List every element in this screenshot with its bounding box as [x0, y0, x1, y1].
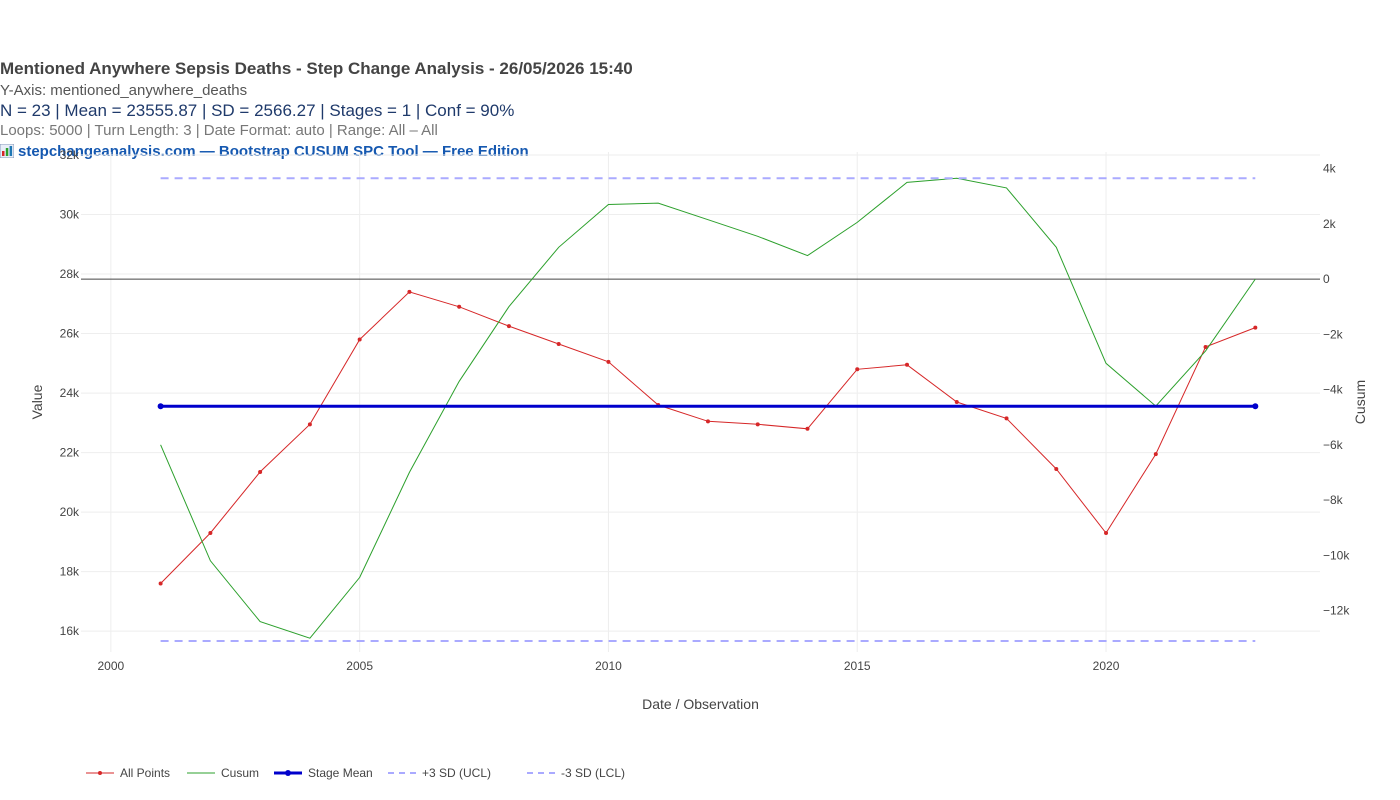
series-line-cusum: [160, 177, 1256, 639]
legend-item-stage-mean[interactable]: Stage Mean: [274, 766, 373, 780]
legend-label: Stage Mean: [308, 766, 373, 780]
data-point-all-points: [1004, 416, 1009, 421]
data-point-all-points: [1253, 325, 1258, 330]
y-tick-label: 28k: [60, 267, 80, 281]
data-point-all-points: [606, 359, 611, 364]
y-tick-label: 32k: [60, 148, 80, 162]
y2-tick-label: 4k: [1323, 162, 1337, 176]
y-tick-label: 18k: [60, 565, 80, 579]
legend-item-all-points[interactable]: All Points: [86, 766, 170, 780]
data-point-all-points: [1153, 452, 1158, 457]
legend-label: All Points: [120, 766, 170, 780]
data-point-all-points: [407, 289, 412, 294]
data-point-all-points: [158, 581, 163, 586]
y-tick-label: 24k: [60, 386, 80, 400]
x-tick-label: 2000: [98, 659, 125, 673]
legend-label: Cusum: [221, 766, 259, 780]
stats-summary: N = 23 | Mean = 23555.87 | SD = 2566.27 …: [0, 101, 515, 120]
grid-layer: [81, 152, 1320, 652]
data-point-all-points: [457, 304, 462, 309]
x-tick-label: 2015: [844, 659, 871, 673]
legend-item-cusum[interactable]: Cusum: [187, 766, 259, 780]
legend-item-3-sd-lcl[interactable]: -3 SD (LCL): [527, 766, 625, 780]
data-point-all-points: [1054, 466, 1059, 471]
y2-tick-label: −4k: [1323, 383, 1344, 397]
y2-tick-label: −10k: [1323, 548, 1350, 562]
data-point-all-points: [208, 530, 213, 535]
legend-marker: [285, 770, 291, 776]
legend-label: -3 SD (LCL): [561, 766, 625, 780]
brand-link[interactable]: stepchangeanalysis.com — Bootstrap CUSUM…: [18, 143, 529, 160]
axis-layer: 2000 2005 2010 2015 2020 16k 18k 20k 22k 24k 26k 28…: [29, 148, 1368, 712]
y2-tick-label: −2k: [1323, 327, 1344, 341]
chart-title: Mentioned Anywhere Sepsis Deaths - Step …: [0, 59, 633, 78]
y-tick-label: 30k: [60, 208, 80, 222]
y-tick-label: 22k: [60, 446, 80, 460]
x-axis-title: Date / Observation: [642, 696, 759, 712]
data-point-all-points: [258, 469, 263, 474]
analysis-settings: Loops: 5000 | Turn Length: 3 | Date Form…: [0, 122, 438, 139]
legend[interactable]: All Points Cusum Stage Mean +3 SD (UCL) -3 S…: [86, 766, 625, 780]
y-tick-label: 20k: [60, 505, 80, 519]
legend-item-3-sd-ucl[interactable]: +3 SD (UCL): [388, 766, 491, 780]
data-point-all-points: [357, 337, 362, 342]
data-point-all-points: [705, 419, 710, 424]
data-point-all-points: [755, 422, 760, 427]
y2-axis-title: Cusum: [1352, 380, 1368, 424]
series-layer: [157, 177, 1259, 642]
legend-marker: [98, 771, 102, 775]
y-axis-title: Value: [29, 384, 45, 419]
y-tick-label: 16k: [60, 624, 80, 638]
y-tick-label: 26k: [60, 327, 80, 341]
data-point-all-points: [954, 400, 959, 404]
data-point-all-points: [805, 426, 810, 431]
x-tick-label: 2010: [595, 659, 622, 673]
data-point-all-points: [506, 324, 511, 329]
bar-chart-icon: [0, 144, 14, 158]
data-point-all-points: [905, 362, 909, 367]
data-point-stage-mean: [1252, 403, 1259, 410]
x-tick-label: 2005: [346, 659, 373, 673]
data-point-all-points: [556, 341, 561, 346]
y2-tick-label: −6k: [1323, 438, 1344, 452]
data-point-all-points: [307, 422, 312, 427]
data-point-all-points: [855, 367, 860, 372]
y2-tick-label: −12k: [1323, 604, 1350, 618]
brand-link-row[interactable]: stepchangeanalysis.com — Bootstrap CUSUM…: [0, 143, 529, 160]
x-tick-label: 2020: [1093, 659, 1120, 673]
y-axis-subtitle: Y-Axis: mentioned_anywhere_deaths: [0, 82, 248, 99]
y2-tick-label: −8k: [1323, 493, 1344, 507]
y2-tick-label: 2k: [1323, 217, 1337, 231]
legend-label: +3 SD (UCL): [422, 766, 491, 780]
data-point-stage-mean: [157, 403, 164, 410]
y2-tick-label: 0: [1323, 272, 1330, 286]
series-line-all-points: [160, 291, 1256, 584]
data-point-all-points: [1203, 344, 1208, 349]
data-point-all-points: [1104, 530, 1109, 535]
